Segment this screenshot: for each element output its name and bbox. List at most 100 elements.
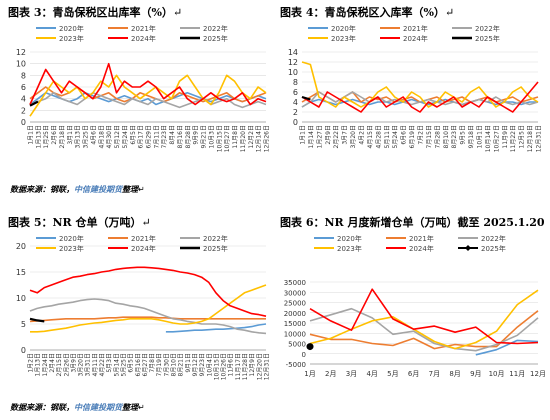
- series-line-2021年: [29, 316, 266, 323]
- x-tick-label: 12月5日: [519, 125, 526, 148]
- x-tick-label: 2月18日: [59, 125, 66, 148]
- x-tick-label: 1月13日: [35, 353, 42, 376]
- x-tick-label: 6月16日: [135, 353, 142, 376]
- x-tick-label: 6月6日: [401, 125, 408, 145]
- x-tick-label: 4月6日: [90, 125, 97, 145]
- x-tick-label: 1月1日: [28, 125, 35, 145]
- x-tick-label: 7月30日: [163, 353, 170, 376]
- x-tick-label: 3月20日: [78, 353, 85, 376]
- x-tick-label: 3月: [346, 370, 357, 378]
- x-tick-label: 6月: [408, 370, 419, 378]
- x-tick-label: 5月: [387, 370, 398, 378]
- x-tick-label: 10月26日: [221, 353, 228, 380]
- legend-label: 2022年: [203, 24, 228, 33]
- x-tick-label: 8月16日: [177, 125, 184, 148]
- legend-label: 2022年: [481, 234, 506, 243]
- x-tick-label: 10月1日: [477, 125, 484, 148]
- legend-label: 2021年: [403, 24, 428, 33]
- y-tick-label: 8: [21, 71, 26, 80]
- chart-title-fig5: 图表 5：NR 仓单（万吨）↵: [8, 214, 151, 230]
- fig3-title-text: 图表 3：青岛保税区出库率（%）: [8, 6, 173, 19]
- y-tick-label: 10: [16, 294, 26, 303]
- x-tick-label: 5月24日: [392, 125, 399, 148]
- y-tick-label: 12: [16, 48, 26, 57]
- y-tick-label: 0: [302, 351, 306, 359]
- series-line-2025年: [29, 317, 45, 323]
- x-tick-label: 8月23日: [451, 125, 458, 148]
- x-tick-label: 7月28日: [434, 125, 441, 148]
- x-tick-label: 12月2日: [248, 125, 255, 148]
- y-tick-label: 12: [288, 58, 298, 67]
- y-tick-label: 2: [293, 108, 298, 117]
- series-line-2025年: [29, 100, 39, 107]
- legend-label: 2025年: [203, 244, 228, 253]
- series-line-2020年: [475, 339, 539, 356]
- x-tick-label: 3月13日: [75, 125, 82, 148]
- series-line-2024年: [29, 62, 267, 106]
- x-tick-label: 5月24日: [122, 125, 129, 148]
- y-tick-label: 0: [21, 118, 26, 127]
- x-tick-label: 12月14日: [256, 125, 263, 152]
- legend-label: 2021年: [131, 24, 156, 33]
- x-tick-label: 7月15日: [426, 125, 433, 148]
- y-tick-label: 5: [21, 320, 26, 329]
- x-tick-label: 1月2日: [28, 353, 35, 373]
- y-tick-label: 4: [293, 98, 298, 107]
- x-tick-label: 2月22日: [333, 125, 340, 148]
- series-line-2020年: [165, 323, 267, 333]
- x-tick-label: 6月5日: [130, 125, 137, 145]
- series-line-2024年: [29, 266, 267, 317]
- series-line-2022年: [29, 92, 267, 109]
- x-tick-label: 9月23日: [199, 353, 206, 376]
- x-tick-label: 8月4日: [169, 125, 176, 145]
- x-tick-label: 11月28日: [242, 353, 249, 380]
- x-tick-label: 10月27日: [493, 125, 500, 152]
- series-line-2024年: [301, 81, 539, 113]
- legend-label: 2024年: [131, 244, 156, 253]
- x-tick-label: 11月17日: [235, 353, 242, 380]
- x-tick-label: 9月: [470, 370, 481, 378]
- y-tick-label: 5000: [288, 341, 306, 349]
- x-tick-label: 9月12日: [192, 353, 199, 376]
- chart-title-fig3: 图表 3：青岛保税区出库率（%）↵: [8, 4, 182, 20]
- x-tick-label: 11月9日: [502, 125, 509, 148]
- x-tick-label: 11月: [509, 370, 525, 378]
- series-line-2022年: [309, 307, 539, 352]
- return-mark: ↵: [141, 216, 151, 229]
- x-tick-label: 2月26日: [63, 353, 70, 376]
- legend-label: 2023年: [59, 244, 84, 253]
- x-tick-label: 6月17日: [138, 125, 145, 148]
- x-tick-label: 6月29日: [146, 125, 153, 148]
- y-tick-label: 20000: [284, 310, 306, 318]
- source-suffix: 整理: [122, 185, 138, 194]
- x-tick-label: 3月20日: [350, 125, 357, 148]
- x-tick-label: 12月20日: [256, 353, 263, 380]
- x-tick-label: 9月5日: [460, 125, 467, 145]
- x-tick-label: 5月12日: [114, 125, 121, 148]
- source-prefix: 数据来源：钢联，: [10, 185, 74, 194]
- x-tick-label: 4月11日: [92, 353, 99, 376]
- x-tick-label: 11月20日: [240, 125, 247, 152]
- y-tick-label: 0: [21, 346, 26, 355]
- legend-label: 2024年: [403, 34, 428, 43]
- x-tick-label: 1月: [304, 370, 315, 378]
- x-tick-label: 12月18日: [527, 125, 534, 152]
- x-tick-label: 7月2日: [418, 125, 425, 145]
- data-source-top: 数据来源：钢联，中信建投期货整理↵: [10, 184, 145, 195]
- return-mark: ↵: [172, 6, 183, 19]
- x-tick-label: 10月3日: [208, 125, 215, 148]
- y-tick-label: 6: [21, 83, 26, 92]
- y-tick-label: 25000: [284, 300, 306, 308]
- series-line-2024年: [309, 288, 539, 345]
- chart-title-fig4: 图表 4：青岛保税区入库率（%）↵: [280, 4, 454, 20]
- legend-label: 2024年: [131, 34, 156, 43]
- x-tick-label: 5月14日: [113, 353, 120, 376]
- y-tick-label: 0: [293, 118, 298, 127]
- x-tick-label: 8月28日: [185, 125, 192, 148]
- x-tick-label: 12月9日: [249, 353, 256, 376]
- x-tick-label: 8月: [449, 370, 460, 378]
- x-tick-label: 10月: [489, 370, 505, 378]
- chart-fig3: 0 2 4 6 8 10 12 1月1日 1月13日 1月25日 2月6日 2月18日 3月1日 3月13…: [16, 24, 271, 152]
- source-company: 中信建投期货: [74, 185, 122, 194]
